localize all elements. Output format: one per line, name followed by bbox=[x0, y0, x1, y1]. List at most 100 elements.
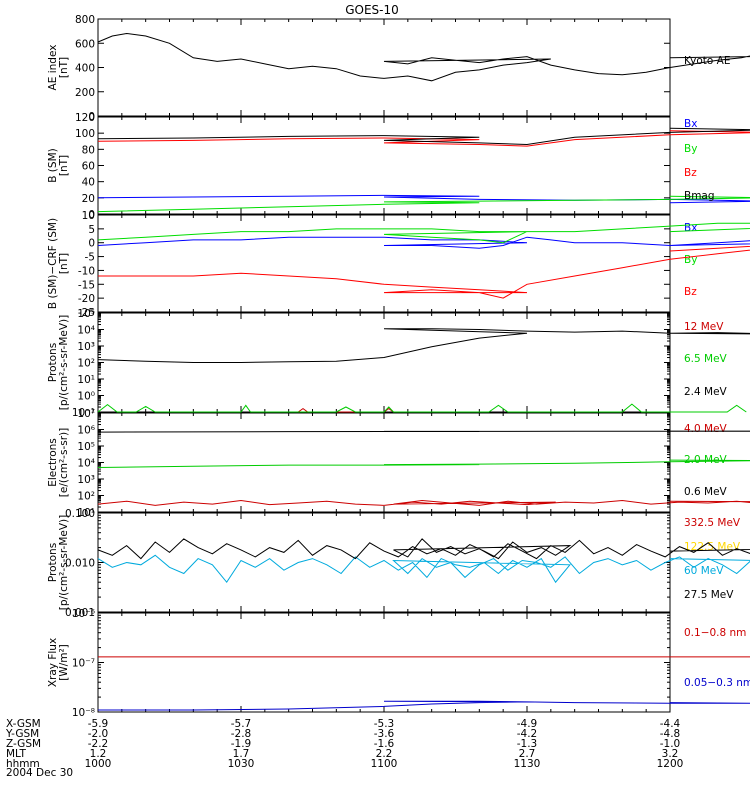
x-row-label: MLT bbox=[6, 748, 26, 760]
legend-entry: 0.05−0.3 nm bbox=[684, 677, 750, 689]
legend-entry: Kyoto AE bbox=[684, 55, 730, 67]
y-axis-label: B (SM)−CRF (SM) [nT] bbox=[47, 218, 70, 309]
y-tick-label: 10⁴ bbox=[77, 458, 95, 470]
y-tick-label: 0 bbox=[88, 209, 95, 221]
series-line-Bx bbox=[97, 236, 750, 249]
x-row-value: -2.8 bbox=[231, 728, 252, 740]
y-tick-label: 10⁴ bbox=[77, 325, 95, 337]
y-tick-label: 200 bbox=[75, 87, 95, 99]
y-axis-label: B (SM) [nT] bbox=[47, 148, 70, 182]
y-axis-label-line: [p/(cm²-s-sr-MeV)] bbox=[58, 515, 70, 610]
series-line-Bmag bbox=[97, 127, 750, 146]
y-tick-label: 80 bbox=[82, 144, 95, 156]
legend-entry: 332.5 MeV bbox=[684, 517, 741, 529]
x-row-value: -1.9 bbox=[231, 738, 252, 750]
legend-entry: 0.1−0.8 nm bbox=[684, 627, 746, 639]
legend-entry: 2.0 MeV bbox=[684, 454, 728, 466]
y-tick-label: 10⁻¹ bbox=[72, 407, 95, 419]
y-tick-label: 100 bbox=[75, 128, 95, 140]
series-line-27.5 MeV bbox=[97, 538, 750, 560]
legend-entry: 0.6 MeV bbox=[684, 486, 728, 498]
series-line-Bz bbox=[97, 130, 750, 147]
y-tick-label: 10³ bbox=[77, 341, 95, 353]
x-row-value: -5.3 bbox=[374, 718, 395, 730]
y-tick-label: -10 bbox=[78, 265, 95, 277]
y-axis-label: Protons [p/(cm²-s-sr-MeV)] bbox=[47, 515, 70, 610]
series-line-0.6 MeV bbox=[97, 430, 750, 433]
legend-entry: Bx bbox=[684, 222, 697, 234]
y-tick-label: 10⁵ bbox=[77, 441, 95, 453]
panel-frame bbox=[97, 512, 671, 613]
x-row-value: 2.2 bbox=[376, 748, 393, 760]
x-row-value: -1.0 bbox=[660, 738, 681, 750]
panel-4: 10⁻¹ 10⁰ 10¹ 10² 10³ 10⁴ 10⁵ Protons [p/(cm²-s-s… bbox=[47, 308, 750, 419]
legend-entry: 12 MeV bbox=[684, 321, 724, 333]
series-line-Bz bbox=[98, 245, 750, 299]
y-axis-label: Protons [p/(cm²-s-sr-MeV)] bbox=[47, 315, 70, 410]
x-row-value: 1.7 bbox=[233, 748, 250, 760]
series-line-12 MeV bbox=[297, 407, 394, 413]
x-row-value: -5.9 bbox=[88, 718, 109, 730]
x-row-value: 1200 bbox=[657, 758, 684, 770]
x-row-label: Z-GSM bbox=[6, 738, 41, 750]
y-axis-label-line: [nT] bbox=[58, 57, 70, 78]
y-tick-label: 10² bbox=[77, 491, 95, 503]
legend-entry: Bz bbox=[684, 167, 697, 179]
y-tick-label: 10⁶ bbox=[77, 425, 95, 437]
x-row-value: 1000 bbox=[85, 758, 112, 770]
x-row-value: -4.9 bbox=[517, 718, 538, 730]
y-tick-label: 400 bbox=[75, 63, 95, 75]
y-tick-label: 800 bbox=[75, 14, 95, 26]
legend-entry: 60 MeV bbox=[684, 565, 724, 577]
series-line-2.4 MeV bbox=[97, 328, 750, 363]
series-line-By bbox=[97, 195, 750, 213]
y-tick-label: 0.100 bbox=[65, 508, 95, 520]
y-tick-label: 10³ bbox=[77, 474, 95, 486]
y-axis-label-line: [W/m²] bbox=[58, 644, 70, 681]
panel-frame bbox=[97, 412, 671, 513]
y-axis-label-line: AE index bbox=[47, 45, 59, 91]
x-row-value: -2.2 bbox=[88, 738, 109, 750]
panel-frame bbox=[97, 612, 671, 713]
panel-frame bbox=[97, 116, 671, 215]
x-row-value: 3.2 bbox=[662, 748, 679, 760]
y-tick-label: 10⁷ bbox=[77, 408, 95, 420]
y-tick-label: 10⁵ bbox=[77, 308, 95, 320]
x-row-value: 1130 bbox=[514, 758, 541, 770]
y-tick-label: -25 bbox=[78, 307, 95, 319]
x-row-label: X-GSM bbox=[6, 718, 41, 730]
panel-frame bbox=[97, 18, 671, 117]
panel-frame bbox=[97, 214, 671, 313]
legend-entry: By bbox=[684, 143, 697, 155]
x-row-value: -4.2 bbox=[517, 728, 538, 740]
x-row-label: Y-GSM bbox=[5, 728, 39, 740]
x-row-value: 1030 bbox=[228, 758, 255, 770]
legend-entry: Bx bbox=[684, 118, 697, 130]
y-axis-label-line: Xray Flux bbox=[47, 638, 59, 687]
x-row-value: 1.2 bbox=[90, 748, 107, 760]
y-tick-label: 0.010 bbox=[65, 558, 95, 570]
panel-1: 0 200 400 600 800 AE index [nT] Kyoto AE bbox=[47, 14, 750, 123]
y-tick-label: 60 bbox=[82, 161, 95, 173]
x-row-value: -4.4 bbox=[660, 718, 681, 730]
y-axis-label-line: [nT] bbox=[58, 155, 70, 176]
plot-title: GOES-10 bbox=[345, 3, 399, 17]
y-tick-label: 600 bbox=[75, 38, 95, 50]
x-row-value: 1100 bbox=[371, 758, 398, 770]
x-row-value: -4.8 bbox=[660, 728, 681, 740]
legend-entry: 2.4 MeV bbox=[684, 386, 728, 398]
y-tick-label: 10 bbox=[82, 210, 95, 222]
series-line-6.5 MeV bbox=[97, 403, 747, 413]
y-tick-label: 10⁻⁶ bbox=[72, 608, 95, 620]
series-line-4.0 MeV bbox=[97, 499, 750, 506]
y-tick-label: 20 bbox=[82, 193, 95, 205]
series-line-Kyoto AE bbox=[97, 32, 750, 82]
panel-5: 10¹ 10² 10³ 10⁴ 10⁵ 10⁶ 10⁷ Electrons [e/(cm²-s-… bbox=[47, 408, 750, 519]
y-tick-label: 0.001 bbox=[65, 607, 95, 619]
y-axis-label: Xray Flux [W/m²] bbox=[47, 638, 70, 687]
y-axis-label: AE index [nT] bbox=[47, 45, 70, 91]
